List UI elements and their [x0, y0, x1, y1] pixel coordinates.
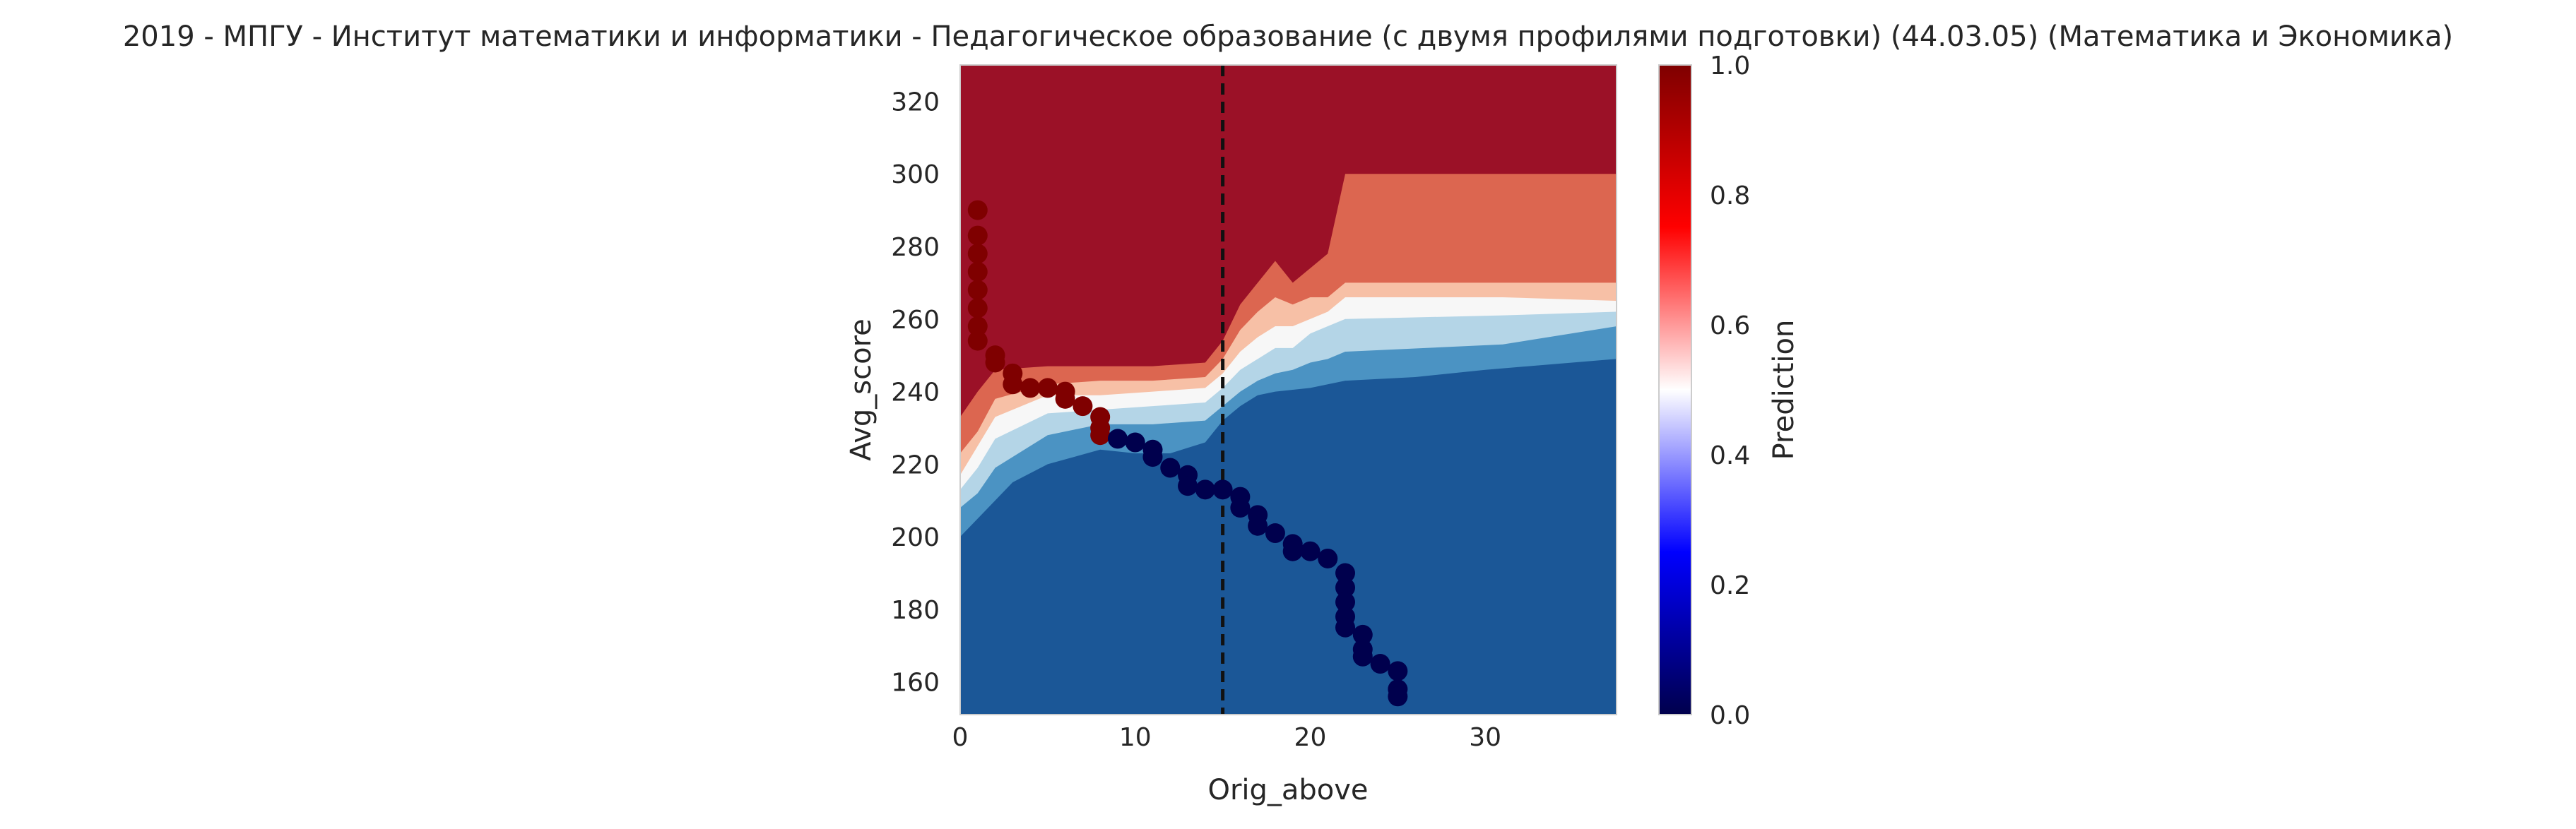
- data-point-prediction_1: [967, 280, 988, 300]
- data-point-prediction_1: [967, 316, 988, 337]
- data-point-prediction_0: [1352, 646, 1373, 667]
- data-point-prediction_1: [967, 225, 988, 246]
- data-point-prediction_0: [1352, 624, 1373, 645]
- data-point-prediction_0: [1370, 654, 1390, 674]
- data-point-prediction_0: [1335, 578, 1356, 598]
- scatter-points: [967, 200, 1408, 707]
- x-tick-label: 30: [1469, 723, 1501, 752]
- x-tick-label: 0: [952, 723, 969, 752]
- y-tick-label: 200: [891, 523, 940, 552]
- data-point-prediction_1: [967, 298, 988, 318]
- data-point-prediction_0: [1300, 541, 1321, 561]
- data-point-prediction_0: [1160, 458, 1181, 478]
- y-tick-label: 260: [891, 306, 940, 335]
- y-tick-label: 240: [891, 378, 940, 407]
- data-point-prediction_0: [1318, 548, 1338, 568]
- data-point-prediction_1: [967, 200, 988, 220]
- data-point-prediction_0: [1335, 592, 1356, 612]
- data-point-prediction_0: [1142, 447, 1163, 467]
- y-tick-label: 280: [891, 233, 940, 262]
- colorbar-tick-label: 0.6: [1710, 311, 1750, 340]
- y-tick-label: 320: [891, 88, 940, 117]
- colorbar: [1658, 64, 1692, 715]
- data-point-prediction_0: [1230, 498, 1251, 518]
- data-point-prediction_1: [967, 330, 988, 351]
- data-point-prediction_0: [1195, 479, 1215, 500]
- colorbar-tick-label: 1.0: [1710, 52, 1750, 80]
- y-axis-ticks: 160 180 200 220 240 260 280 300 320: [891, 88, 940, 697]
- plot-frame: [959, 64, 1617, 715]
- x-tick-label: 20: [1294, 723, 1327, 752]
- data-point-prediction_0: [1265, 523, 1285, 544]
- data-point-prediction_0: [1388, 686, 1408, 707]
- data-point-prediction_1: [1055, 388, 1075, 409]
- data-point-prediction_0: [1388, 661, 1408, 681]
- data-point-prediction_1: [1073, 396, 1093, 417]
- data-point-prediction_0: [1125, 432, 1145, 453]
- data-point-prediction_0: [1282, 541, 1303, 561]
- y-tick-label: 300: [891, 160, 940, 189]
- y-tick-label: 180: [891, 596, 940, 625]
- colorbar-tick-label: 0.2: [1710, 571, 1750, 600]
- data-point-prediction_0: [1335, 563, 1356, 583]
- x-axis-ticks: 0 10 20 30: [952, 723, 1502, 752]
- colorbar-tick-label: 0.0: [1710, 701, 1750, 730]
- colorbar-tick-label: 0.4: [1710, 441, 1750, 470]
- x-axis-label: Orig_above: [1207, 774, 1368, 806]
- data-point-prediction_0: [1335, 617, 1356, 638]
- contour-area: [960, 65, 1617, 715]
- y-tick-label: 160: [891, 669, 940, 698]
- colorbar-ticks: 0.0 0.2 0.4 0.6 0.8 1.0: [1710, 52, 1750, 730]
- data-point-prediction_0: [1107, 429, 1128, 449]
- colorbar-tick-label: 0.8: [1710, 181, 1750, 210]
- data-point-prediction_0: [1212, 479, 1233, 500]
- colorbar-label: Prediction: [1768, 320, 1800, 460]
- x-tick-label: 10: [1119, 723, 1152, 752]
- data-point-prediction_1: [1003, 374, 1023, 395]
- data-point-prediction_1: [1090, 425, 1111, 446]
- data-point-prediction_0: [1178, 476, 1198, 496]
- data-point-prediction_1: [1020, 378, 1041, 398]
- data-point-prediction_1: [967, 261, 988, 282]
- y-axis-label: Avg_score: [845, 318, 878, 461]
- data-point-prediction_1: [967, 244, 988, 264]
- data-point-prediction_1: [985, 352, 1005, 373]
- y-tick-label: 220: [891, 451, 940, 479]
- data-point-prediction_0: [1248, 515, 1268, 536]
- chart-title: 2019 - МПГУ - Институт математики и инфо…: [123, 20, 2453, 53]
- contour-bands: [960, 174, 1617, 715]
- data-point-prediction_1: [1037, 378, 1058, 398]
